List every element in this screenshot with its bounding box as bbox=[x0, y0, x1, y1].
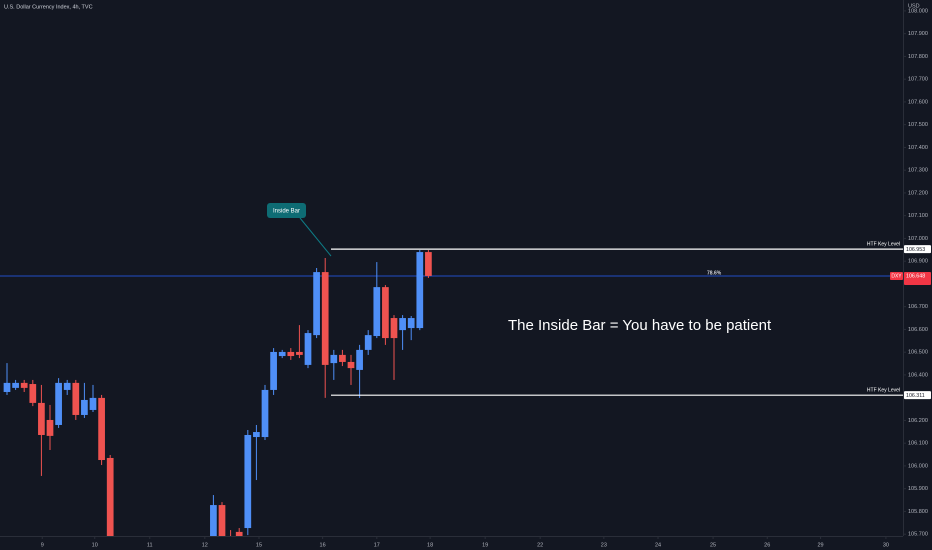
y-tick-label: 106.200 bbox=[908, 418, 928, 424]
x-tick-label: 15 bbox=[256, 542, 262, 548]
y-tick-label: 108.000 bbox=[908, 8, 928, 14]
y-tick-label: 106.400 bbox=[908, 372, 928, 378]
candle-body bbox=[321, 272, 329, 365]
candle-body bbox=[339, 354, 346, 362]
symbol-tag bbox=[890, 272, 903, 280]
candle-body bbox=[416, 252, 424, 329]
x-tick-label: 24 bbox=[655, 542, 661, 548]
candle-body bbox=[98, 397, 105, 461]
candle-body bbox=[390, 318, 398, 339]
candle-body bbox=[261, 389, 269, 438]
plot-area bbox=[0, 250, 903, 536]
y-tick-label: 107.000 bbox=[908, 236, 928, 242]
symbol-tag-label: DXY bbox=[891, 274, 902, 280]
candle-body bbox=[356, 349, 363, 370]
x-tick-label: 25 bbox=[710, 542, 716, 548]
candle-body bbox=[278, 351, 286, 357]
level-price-label: 106.953 bbox=[906, 247, 925, 253]
callout-box bbox=[267, 203, 306, 218]
fib-label: 78.6% bbox=[707, 270, 722, 276]
candle-body bbox=[244, 434, 252, 529]
x-tick-label: 29 bbox=[817, 542, 823, 548]
price-tag bbox=[904, 272, 931, 285]
y-tick-label: 107.600 bbox=[908, 99, 928, 105]
y-tick-label: 106.500 bbox=[908, 350, 928, 356]
x-tick-label: 11 bbox=[147, 542, 153, 548]
candle-body bbox=[20, 382, 28, 388]
x-tick-label: 9 bbox=[41, 542, 44, 548]
y-tick-label: 106.700 bbox=[908, 304, 928, 310]
candle-body bbox=[364, 335, 372, 350]
candle-body bbox=[399, 318, 406, 331]
x-tick-label: 19 bbox=[482, 542, 488, 548]
price-tag-label: 106.648 bbox=[906, 274, 925, 280]
y-tick-label: 107.400 bbox=[908, 145, 928, 151]
candle-body bbox=[235, 531, 243, 536]
x-tick-label: 23 bbox=[601, 542, 607, 548]
y-tick-label: 107.800 bbox=[908, 54, 928, 60]
candle-body bbox=[313, 272, 320, 336]
level-price-tag bbox=[904, 391, 931, 400]
y-tick-label: 107.900 bbox=[908, 31, 928, 37]
candle-body bbox=[81, 399, 88, 415]
x-tick-label: 26 bbox=[764, 542, 770, 548]
x-tick-label: 30 bbox=[883, 542, 889, 548]
candle-body bbox=[3, 382, 11, 392]
x-tick-label: 17 bbox=[374, 542, 380, 548]
x-tick-label: 12 bbox=[202, 542, 208, 548]
candle-body bbox=[304, 333, 312, 365]
x-tick-label: 18 bbox=[427, 542, 433, 548]
note: The Inside Bar = You have to be patient bbox=[508, 317, 772, 334]
y-tick-label: 106.000 bbox=[908, 463, 928, 469]
candle-body bbox=[373, 287, 381, 337]
level-price-tag bbox=[904, 245, 931, 254]
key-level-label: HTF Key Level bbox=[867, 241, 900, 247]
y-tick-label: 106.100 bbox=[908, 441, 928, 447]
candle-body bbox=[12, 382, 19, 388]
candle-body bbox=[89, 397, 97, 410]
callout-pointer bbox=[299, 217, 332, 257]
y-tick-label: 105.800 bbox=[908, 509, 928, 515]
y-tick-label: 105.900 bbox=[908, 486, 928, 492]
candle-body bbox=[55, 382, 62, 425]
candle-body bbox=[287, 351, 295, 357]
candle-body bbox=[29, 384, 37, 403]
candle-body bbox=[106, 457, 114, 536]
candle-body bbox=[253, 432, 260, 438]
candle-body bbox=[407, 318, 415, 329]
y-tick-label: 107.300 bbox=[908, 168, 928, 174]
candle-body bbox=[72, 382, 80, 415]
candle-body bbox=[46, 419, 54, 436]
x-tick-label: 16 bbox=[320, 542, 326, 548]
candle-body bbox=[330, 354, 338, 364]
x-tick-label: 22 bbox=[537, 542, 543, 548]
candle-body bbox=[425, 252, 432, 276]
callout-label: Inside Bar bbox=[273, 208, 300, 214]
candle-body bbox=[210, 505, 217, 536]
currency-label: USD bbox=[908, 3, 920, 9]
candle-body bbox=[296, 351, 303, 355]
level-price-label: 106.311 bbox=[906, 393, 925, 399]
y-tick-label: 106.600 bbox=[908, 327, 928, 333]
y-tick-label: 107.100 bbox=[908, 213, 928, 219]
candle-body bbox=[63, 382, 71, 390]
candle-body bbox=[382, 287, 389, 339]
y-tick-label: 107.500 bbox=[908, 122, 928, 128]
candle-body bbox=[347, 361, 355, 369]
y-tick-label: 107.200 bbox=[908, 190, 928, 196]
candle-body bbox=[218, 505, 226, 536]
candle-body bbox=[270, 351, 277, 390]
chart-title: U.S. Dollar Currency Index, 4h, TVC bbox=[4, 4, 93, 10]
y-tick-label: 106.900 bbox=[908, 259, 928, 265]
y-tick-label: 107.700 bbox=[908, 77, 928, 83]
candle-body bbox=[38, 402, 45, 435]
key-level-label: HTF Key Level bbox=[867, 388, 900, 394]
y-tick-label: 105.700 bbox=[908, 532, 928, 538]
x-tick-label: 10 bbox=[92, 542, 98, 548]
